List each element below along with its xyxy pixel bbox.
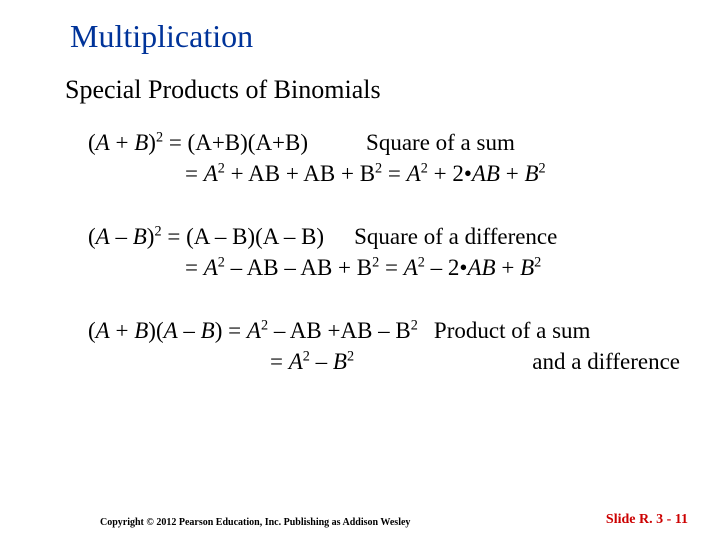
slide-subtitle: Special Products of Binomials <box>65 75 680 105</box>
formula-line: (A + B)2 = (A+B)(A+B) Square of a sum <box>88 127 680 158</box>
text: = <box>270 349 289 374</box>
exponent: 2 <box>421 160 428 176</box>
exponent: 2 <box>303 349 310 365</box>
text: = <box>185 161 204 186</box>
formula-square-sum: (A + B)2 = (A+B)(A+B) Square of a sum = … <box>70 127 680 189</box>
slide-title: Multiplication <box>70 18 680 55</box>
text: + <box>496 255 520 280</box>
formula-desc: Square of a sum <box>366 127 515 158</box>
text: ( <box>88 318 96 343</box>
exponent: 2 <box>411 318 418 334</box>
var-ab: AB <box>472 161 500 186</box>
var-b: B <box>133 224 147 249</box>
text: = (A+B)(A+B) <box>163 130 308 155</box>
text: – <box>178 318 201 343</box>
var-a: A <box>204 161 218 186</box>
formula-line: (A – B)2 = (A – B)(A – B) Square of a di… <box>88 221 680 252</box>
var-a: A <box>404 255 418 280</box>
text: + <box>110 130 134 155</box>
text: + AB + AB + B <box>225 161 375 186</box>
var-b: B <box>333 349 347 374</box>
var-b: B <box>134 318 148 343</box>
formula-product-sum-diff: (A + B)(A – B) = A2 – AB +AB – B2 Produc… <box>70 315 680 377</box>
formula-desc: Square of a difference <box>354 221 557 252</box>
text: + <box>110 318 134 343</box>
slide-container: Multiplication Special Products of Binom… <box>0 0 720 540</box>
text: ( <box>88 224 96 249</box>
formula-desc: Product of a sum <box>434 315 591 346</box>
text: + 2• <box>428 161 472 186</box>
exponent: 2 <box>154 223 161 239</box>
exponent: 2 <box>539 160 546 176</box>
var-a: A <box>164 318 178 343</box>
formula-square-diff: (A – B)2 = (A – B)(A – B) Square of a di… <box>70 221 680 283</box>
exponent: 2 <box>347 349 354 365</box>
formula-line: = A2 – AB – AB + B2 = A2 – 2•AB + B2 <box>185 252 680 283</box>
slide-number: Slide R. 3 - 11 <box>606 512 688 528</box>
exponent: 2 <box>418 254 425 270</box>
var-a: A <box>289 349 303 374</box>
slide-footer: Copyright © 2012 Pearson Education, Inc.… <box>0 512 720 528</box>
exponent: 2 <box>534 254 541 270</box>
exponent: 2 <box>156 129 163 145</box>
text: – AB – AB + B <box>225 255 372 280</box>
var-b: B <box>134 130 148 155</box>
exponent: 2 <box>218 160 225 176</box>
formula-line: (A + B)(A – B) = A2 – AB +AB – B2 Produc… <box>88 315 680 346</box>
var-a: A <box>247 318 261 343</box>
var-a: A <box>96 224 110 249</box>
text: + <box>500 161 524 186</box>
exponent: 2 <box>218 254 225 270</box>
var-a: A <box>204 255 218 280</box>
var-b: B <box>520 255 534 280</box>
formula-desc: and a difference <box>532 346 680 377</box>
text: )( <box>148 318 163 343</box>
exponent: 2 <box>261 318 268 334</box>
text: ( <box>88 130 96 155</box>
var-b: B <box>201 318 215 343</box>
formula-line: = A2 + AB + AB + B2 = A2 + 2•AB + B2 <box>185 158 680 189</box>
text: – AB +AB – B <box>268 318 411 343</box>
text: = <box>379 255 403 280</box>
text: – 2• <box>425 255 468 280</box>
copyright-text: Copyright © 2012 Pearson Education, Inc.… <box>100 517 410 528</box>
formula-line: = A2 – B2 and a difference <box>70 346 680 377</box>
text: ) <box>148 130 156 155</box>
var-a: A <box>96 318 110 343</box>
var-a: A <box>96 130 110 155</box>
text: = (A – B)(A – B) <box>162 224 324 249</box>
text: – <box>310 349 333 374</box>
text: = <box>382 161 406 186</box>
var-b: B <box>524 161 538 186</box>
var-a: A <box>407 161 421 186</box>
text: = <box>185 255 204 280</box>
text: = <box>222 318 246 343</box>
text: – <box>110 224 133 249</box>
var-ab: AB <box>467 255 495 280</box>
